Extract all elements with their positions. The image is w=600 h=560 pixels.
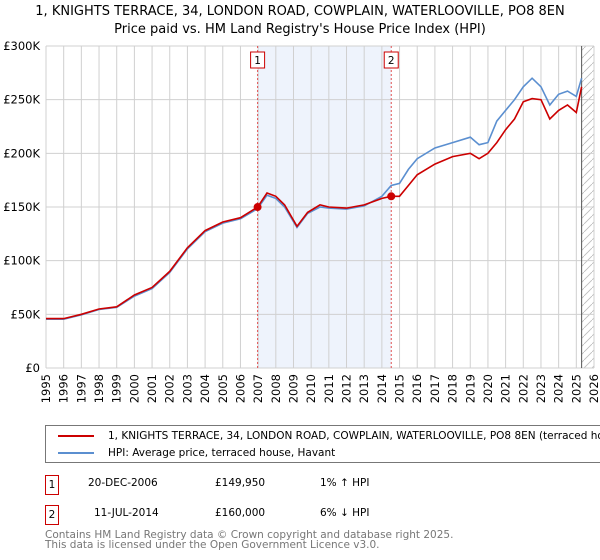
legend-line-blue [58, 452, 94, 454]
x-tick-label: 2012 [340, 374, 354, 403]
footer: Contains HM Land Registry data © Crown c… [45, 529, 454, 551]
sale-marker-label: 1 [254, 55, 261, 67]
x-tick-label: 2010 [304, 374, 318, 403]
sale-marker-box [383, 51, 399, 69]
legend-label: HPI: Average price, terraced house, Hava… [108, 447, 336, 459]
x-tick-label: 2022 [516, 374, 530, 403]
sale-marker-label: 2 [388, 55, 395, 67]
x-tick-label: 2008 [269, 374, 283, 403]
date: 20-DEC-2006 [88, 477, 158, 489]
x-tick-label: 2009 [286, 374, 300, 403]
x-tick-label: 2000 [127, 374, 141, 403]
x-tick-label: 1998 [92, 374, 106, 403]
x-tick-label: 2005 [216, 374, 230, 403]
x-tick-label: 2013 [357, 374, 371, 403]
price-chart: 1995 1996 1997 1998 1999 2000 2001 2002 2003 2004… [3, 39, 600, 403]
x-tick-label: 2023 [534, 374, 548, 403]
x-tick-label: 1995 [39, 374, 53, 403]
x-tick-label: 2002 [163, 374, 177, 403]
sale-marker-box [250, 51, 266, 69]
price: £149,950 [215, 477, 266, 489]
marker-badge: 2 [45, 505, 59, 525]
legend-line-red [58, 435, 94, 437]
y-tick-label: £100K [3, 254, 40, 268]
x-tick-label: 2001 [145, 374, 159, 403]
x-tick-label: 2006 [233, 374, 247, 403]
x-tick-label: 2020 [481, 374, 495, 403]
x-tick-label: 1999 [110, 374, 124, 403]
footer-line: This data is licensed under the Open Gov… [45, 539, 380, 551]
legend-label: 1, KNIGHTS TERRACE, 34, LONDON ROAD, COW… [108, 430, 600, 442]
y-tick-label: £0 [25, 361, 40, 375]
x-tick-label: 2011 [322, 374, 336, 403]
sale-point [387, 192, 396, 201]
sale-point [253, 203, 262, 212]
x-tick-label: 2024 [552, 374, 566, 403]
footer-line: Contains HM Land Registry data © Crown c… [45, 529, 454, 541]
x-tick-label: 2016 [410, 374, 424, 403]
property-line [46, 86, 583, 320]
legend-item-property: 1, KNIGHTS TERRACE, 34, LONDON ROAD, COW… [58, 428, 600, 444]
x-tick-label: 2017 [428, 374, 442, 403]
x-tick-label: 2007 [251, 374, 265, 403]
y-tick-label: £50K [11, 307, 41, 321]
price: £160,000 [215, 507, 266, 519]
hpi-line [46, 77, 583, 320]
y-tick-label: £300K [3, 39, 40, 53]
chart-title: 1, KNIGHTS TERRACE, 34, LONDON ROAD, COW… [35, 4, 565, 19]
y-tick-label: £250K [3, 93, 40, 107]
y-tick-label: £200K [3, 146, 40, 160]
marker-badge: 1 [45, 475, 59, 495]
hpi-diff: 1% ↑ HPI [320, 477, 370, 489]
legend: 1, KNIGHTS TERRACE, 34, LONDON ROAD, COW… [45, 425, 600, 463]
y-tick-label: £150K [3, 200, 40, 214]
x-tick-label: 2018 [446, 374, 460, 403]
legend-item-hpi: HPI: Average price, terraced house, Hava… [58, 445, 335, 461]
chart-subtitle: Price paid vs. HM Land Registry's House … [114, 22, 486, 37]
x-tick-label: 1996 [57, 374, 71, 403]
x-tick-label: 2026 [587, 374, 600, 403]
x-tick-label: 2014 [375, 374, 389, 403]
date: 11-JUL-2014 [94, 507, 159, 519]
x-tick-label: 2019 [463, 374, 477, 403]
x-tick-label: 2003 [180, 374, 194, 403]
hpi-diff: 6% ↓ HPI [320, 507, 370, 519]
x-tick-label: 2004 [198, 374, 212, 403]
x-tick-label: 1997 [74, 374, 88, 403]
x-tick-label: 2021 [499, 374, 513, 403]
x-tick-label: 2025 [569, 374, 583, 403]
x-tick-label: 2015 [393, 374, 407, 403]
